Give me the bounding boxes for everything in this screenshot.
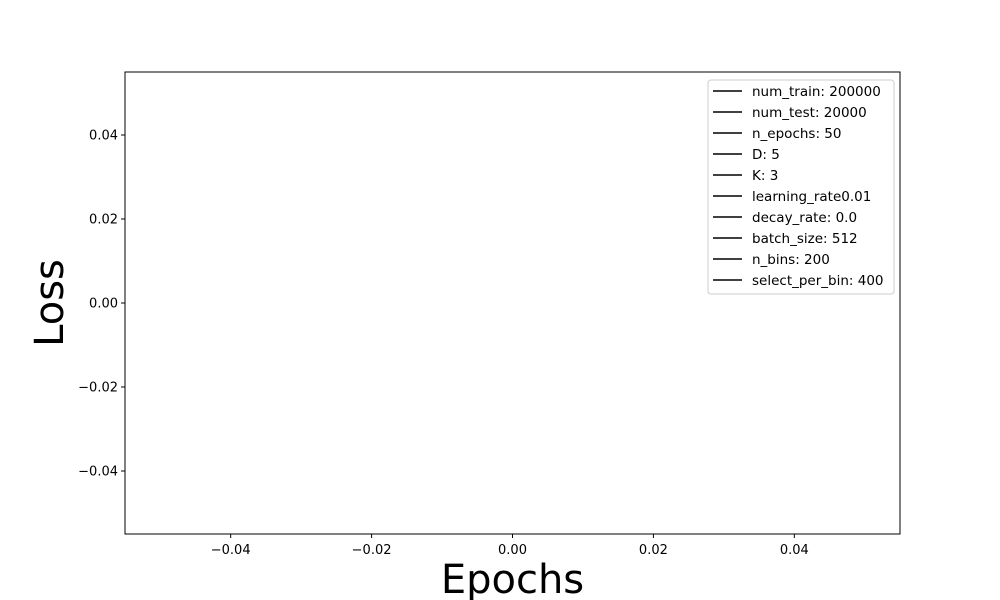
legend-label: num_train: 200000 bbox=[752, 84, 881, 100]
legend: num_train: 200000 num_test: 20000 n_epochs… bbox=[707, 79, 895, 295]
y-tick-label: 0.04 bbox=[89, 129, 118, 144]
y-tick-label: −0.04 bbox=[78, 465, 118, 480]
y-axis-label: Loss bbox=[27, 259, 73, 347]
x-axis-ticks: −0.04 −0.02 0.00 0.02 0.04 bbox=[211, 534, 809, 558]
legend-label: D: 5 bbox=[752, 147, 780, 163]
y-tick-label: −0.02 bbox=[78, 381, 118, 396]
x-tick-label: 0.00 bbox=[498, 543, 527, 558]
legend-label: decay_rate: 0.0 bbox=[752, 210, 857, 226]
legend-label: learning_rate0.01 bbox=[752, 189, 871, 205]
legend-label: n_bins: 200 bbox=[752, 252, 830, 268]
legend-label: batch_size: 512 bbox=[752, 231, 858, 247]
legend-label: select_per_bin: 400 bbox=[752, 273, 884, 289]
x-axis-label: Epochs bbox=[441, 557, 584, 600]
y-axis-ticks: 0.04 0.02 0.00 −0.02 −0.04 bbox=[78, 129, 125, 480]
legend-label: num_test: 20000 bbox=[752, 105, 867, 121]
x-tick-label: 0.04 bbox=[780, 543, 809, 558]
legend-label: n_epochs: 50 bbox=[752, 126, 841, 142]
x-tick-label: −0.04 bbox=[211, 543, 251, 558]
y-tick-label: 0.00 bbox=[89, 297, 118, 312]
x-tick-label: 0.02 bbox=[639, 543, 668, 558]
x-tick-label: −0.02 bbox=[352, 543, 392, 558]
legend-box bbox=[707, 79, 895, 295]
y-tick-label: 0.02 bbox=[89, 213, 118, 228]
legend-label: K: 3 bbox=[752, 168, 778, 184]
